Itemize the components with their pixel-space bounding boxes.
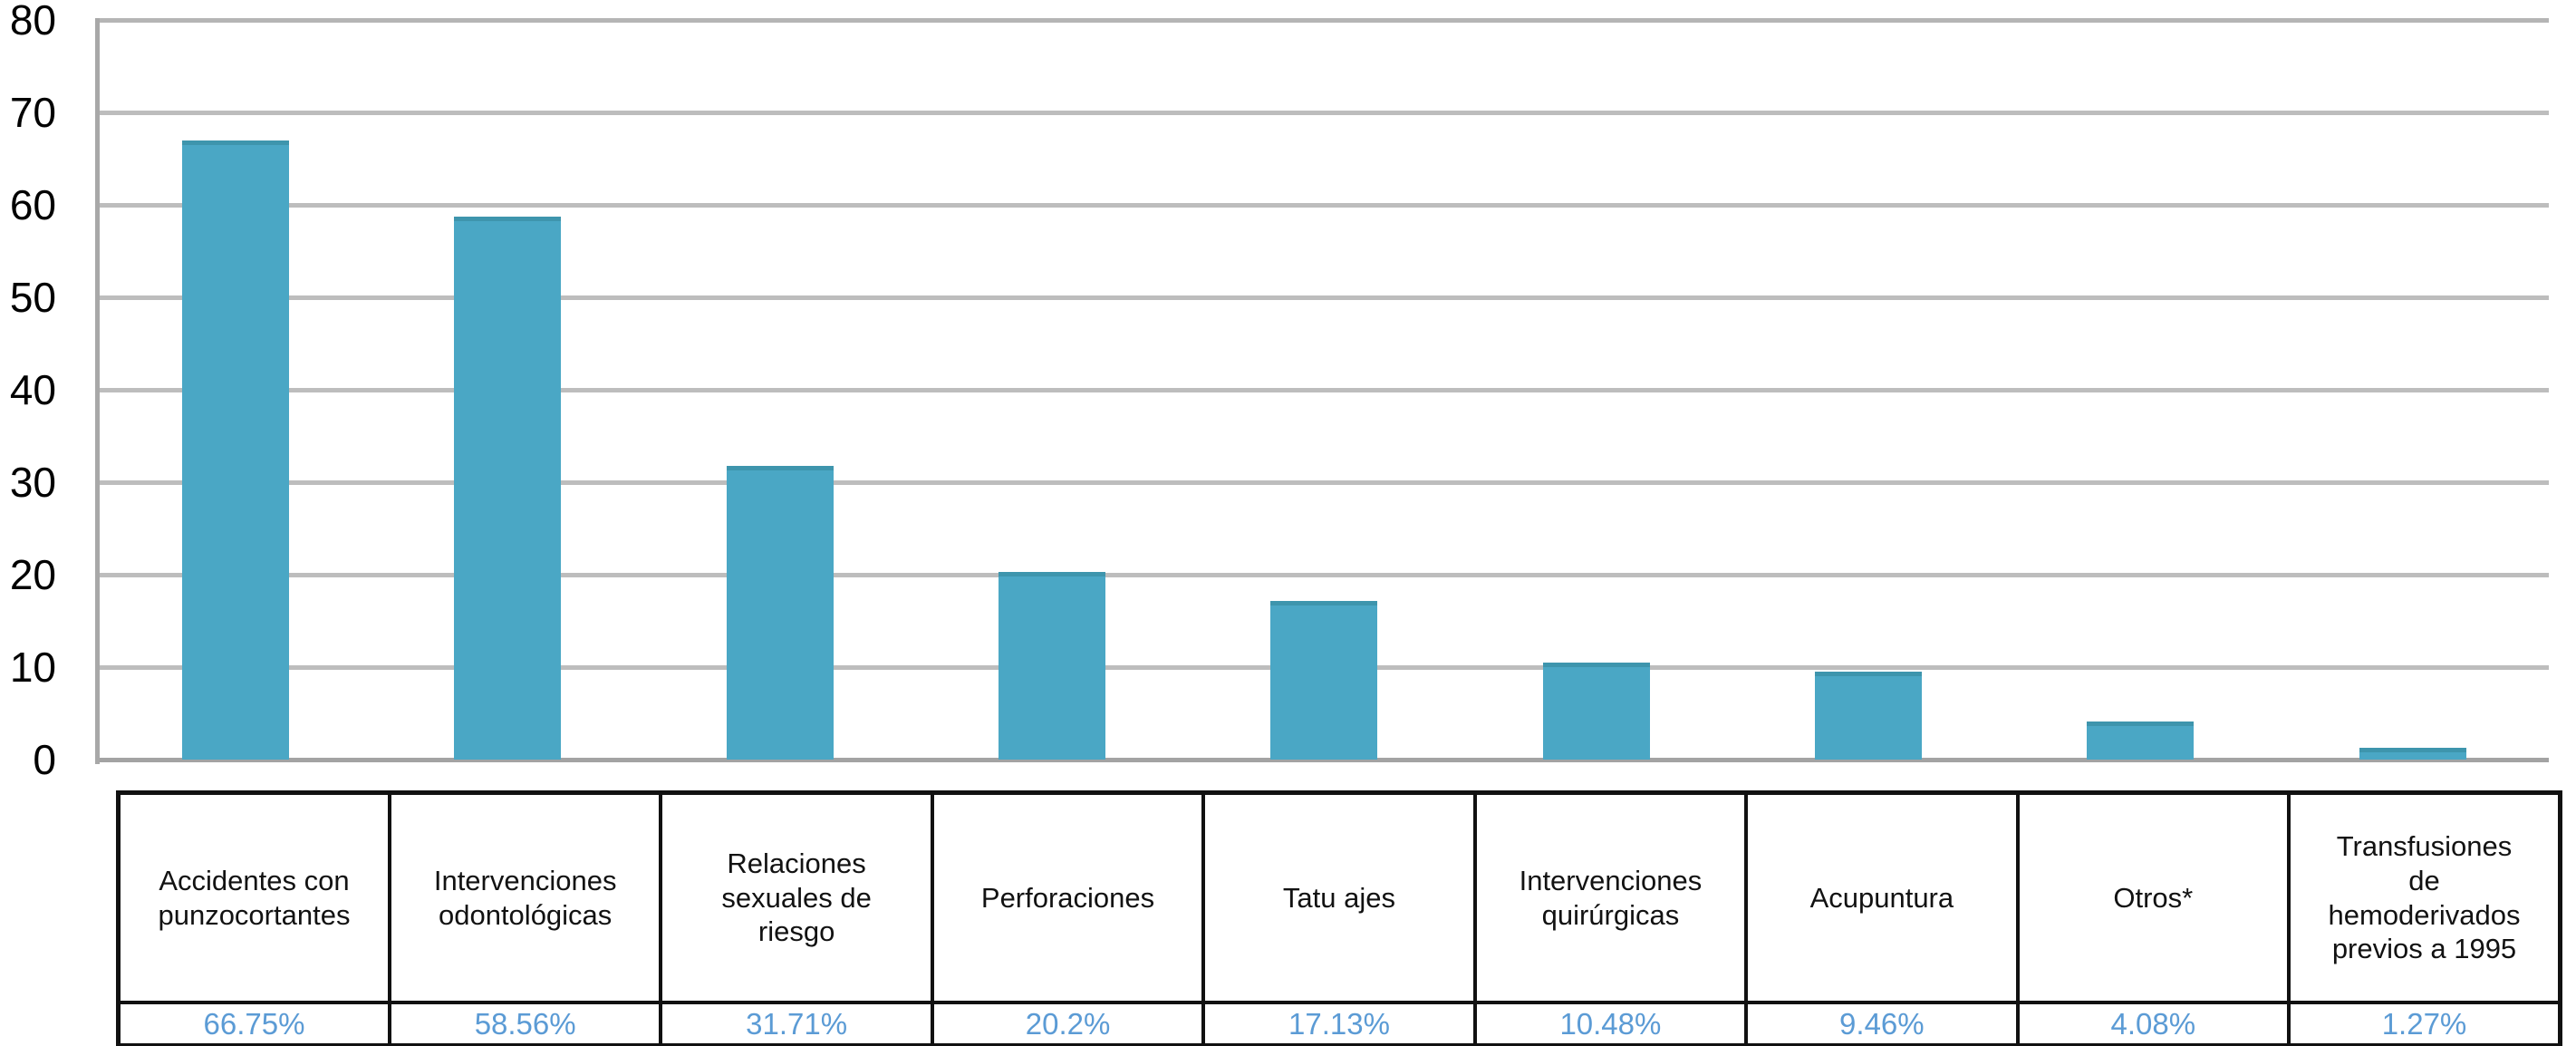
gridline [95, 480, 2549, 485]
category-label: Acupuntura [1809, 881, 1954, 914]
y-tick-label: 60 [9, 181, 56, 228]
category-label: Intervenciones odontológicas [433, 864, 617, 931]
category-cell: Transfusiones de hemoderivados previos a… [2287, 790, 2562, 1004]
y-tick-label: 70 [9, 89, 56, 136]
category-cell: Intervenciones quirúrgicas [1472, 790, 1749, 1004]
category-label: Accidentes con punzocortantes [158, 864, 351, 931]
gridline [95, 295, 2549, 300]
y-tick-label: 50 [9, 274, 56, 321]
category-cell: Perforaciones [930, 790, 1206, 1004]
category-cell: Relaciones sexuales de riesgo [659, 790, 934, 1004]
y-tick-label: 80 [9, 0, 56, 44]
y-tick-label: 40 [9, 366, 56, 413]
bar-slot [1188, 18, 1460, 760]
category-cell: Otros* [2015, 790, 2291, 1004]
bar-slot [1732, 18, 2004, 760]
bar-otros [2087, 722, 2195, 760]
value-cell: 31.71% [659, 1001, 934, 1046]
category-cell: Intervenciones odontológicas [387, 790, 663, 1004]
bar-slot [2277, 18, 2549, 760]
category-label: Otros* [2113, 881, 2194, 914]
bar-intervenciones-odontologicas [454, 217, 562, 760]
bar-tatuajes [1270, 600, 1378, 760]
bar-series [100, 18, 2549, 760]
category-cell: Tatu ajes [1201, 790, 1477, 1004]
bar-slot [2004, 18, 2276, 760]
value-cell: 1.27% [2287, 1001, 2562, 1046]
value-cell: 17.13% [1201, 1001, 1477, 1046]
y-axis-line [95, 18, 100, 764]
bar-slot [371, 18, 643, 760]
value-cell: 9.46% [1744, 1001, 2020, 1046]
value-cell: 58.56% [387, 1001, 663, 1046]
category-label-row: Accidentes con punzocortantes Intervenci… [116, 790, 2562, 1004]
plot-area [95, 18, 2549, 764]
bar-intervenciones-quirurgicas [1542, 662, 1650, 760]
category-cell: Accidentes con punzocortantes [116, 790, 391, 1004]
bar-slot [644, 18, 916, 760]
gridline [95, 111, 2549, 115]
category-label: Intervenciones quirúrgicas [1519, 864, 1703, 931]
category-table: Accidentes con punzocortantes Intervenci… [116, 790, 2562, 1046]
y-tick-label: 20 [9, 551, 56, 598]
gridline [95, 573, 2549, 577]
gridline [95, 203, 2549, 208]
category-label: Transfusiones de hemoderivados previos a… [2328, 829, 2521, 965]
category-label: Perforaciones [980, 881, 1155, 914]
category-label: Tatu ajes [1282, 881, 1395, 914]
bar-transfusiones-hemoderivados [2359, 748, 2466, 760]
bar-relaciones-sexuales-riesgo [726, 465, 834, 760]
value-cell: 10.48% [1472, 1001, 1749, 1046]
y-axis: 80 70 60 50 40 30 20 10 0 [0, 0, 91, 816]
value-cell: 20.2% [930, 1001, 1206, 1046]
y-tick-label: 0 [33, 736, 56, 783]
bar-slot [1461, 18, 1732, 760]
gridline [95, 388, 2549, 392]
bar-accidentes-punzocortantes [182, 140, 290, 760]
value-cell: 66.75% [116, 1001, 391, 1046]
x-axis-line [95, 758, 2549, 762]
bar-slot [100, 18, 371, 760]
value-cell: 4.08% [2015, 1001, 2291, 1046]
category-cell: Acupuntura [1744, 790, 2020, 1004]
bar-perforaciones [999, 572, 1106, 760]
value-row: 66.75% 58.56% 31.71% 20.2% 17.13% 10.48%… [116, 1001, 2562, 1046]
gridline [95, 18, 2549, 23]
category-label: Relaciones sexuales de riesgo [721, 847, 872, 948]
y-tick-label: 10 [9, 644, 56, 691]
y-tick-label: 30 [9, 459, 56, 506]
bar-acupuntura [1815, 672, 1923, 760]
bar-slot [916, 18, 1188, 760]
